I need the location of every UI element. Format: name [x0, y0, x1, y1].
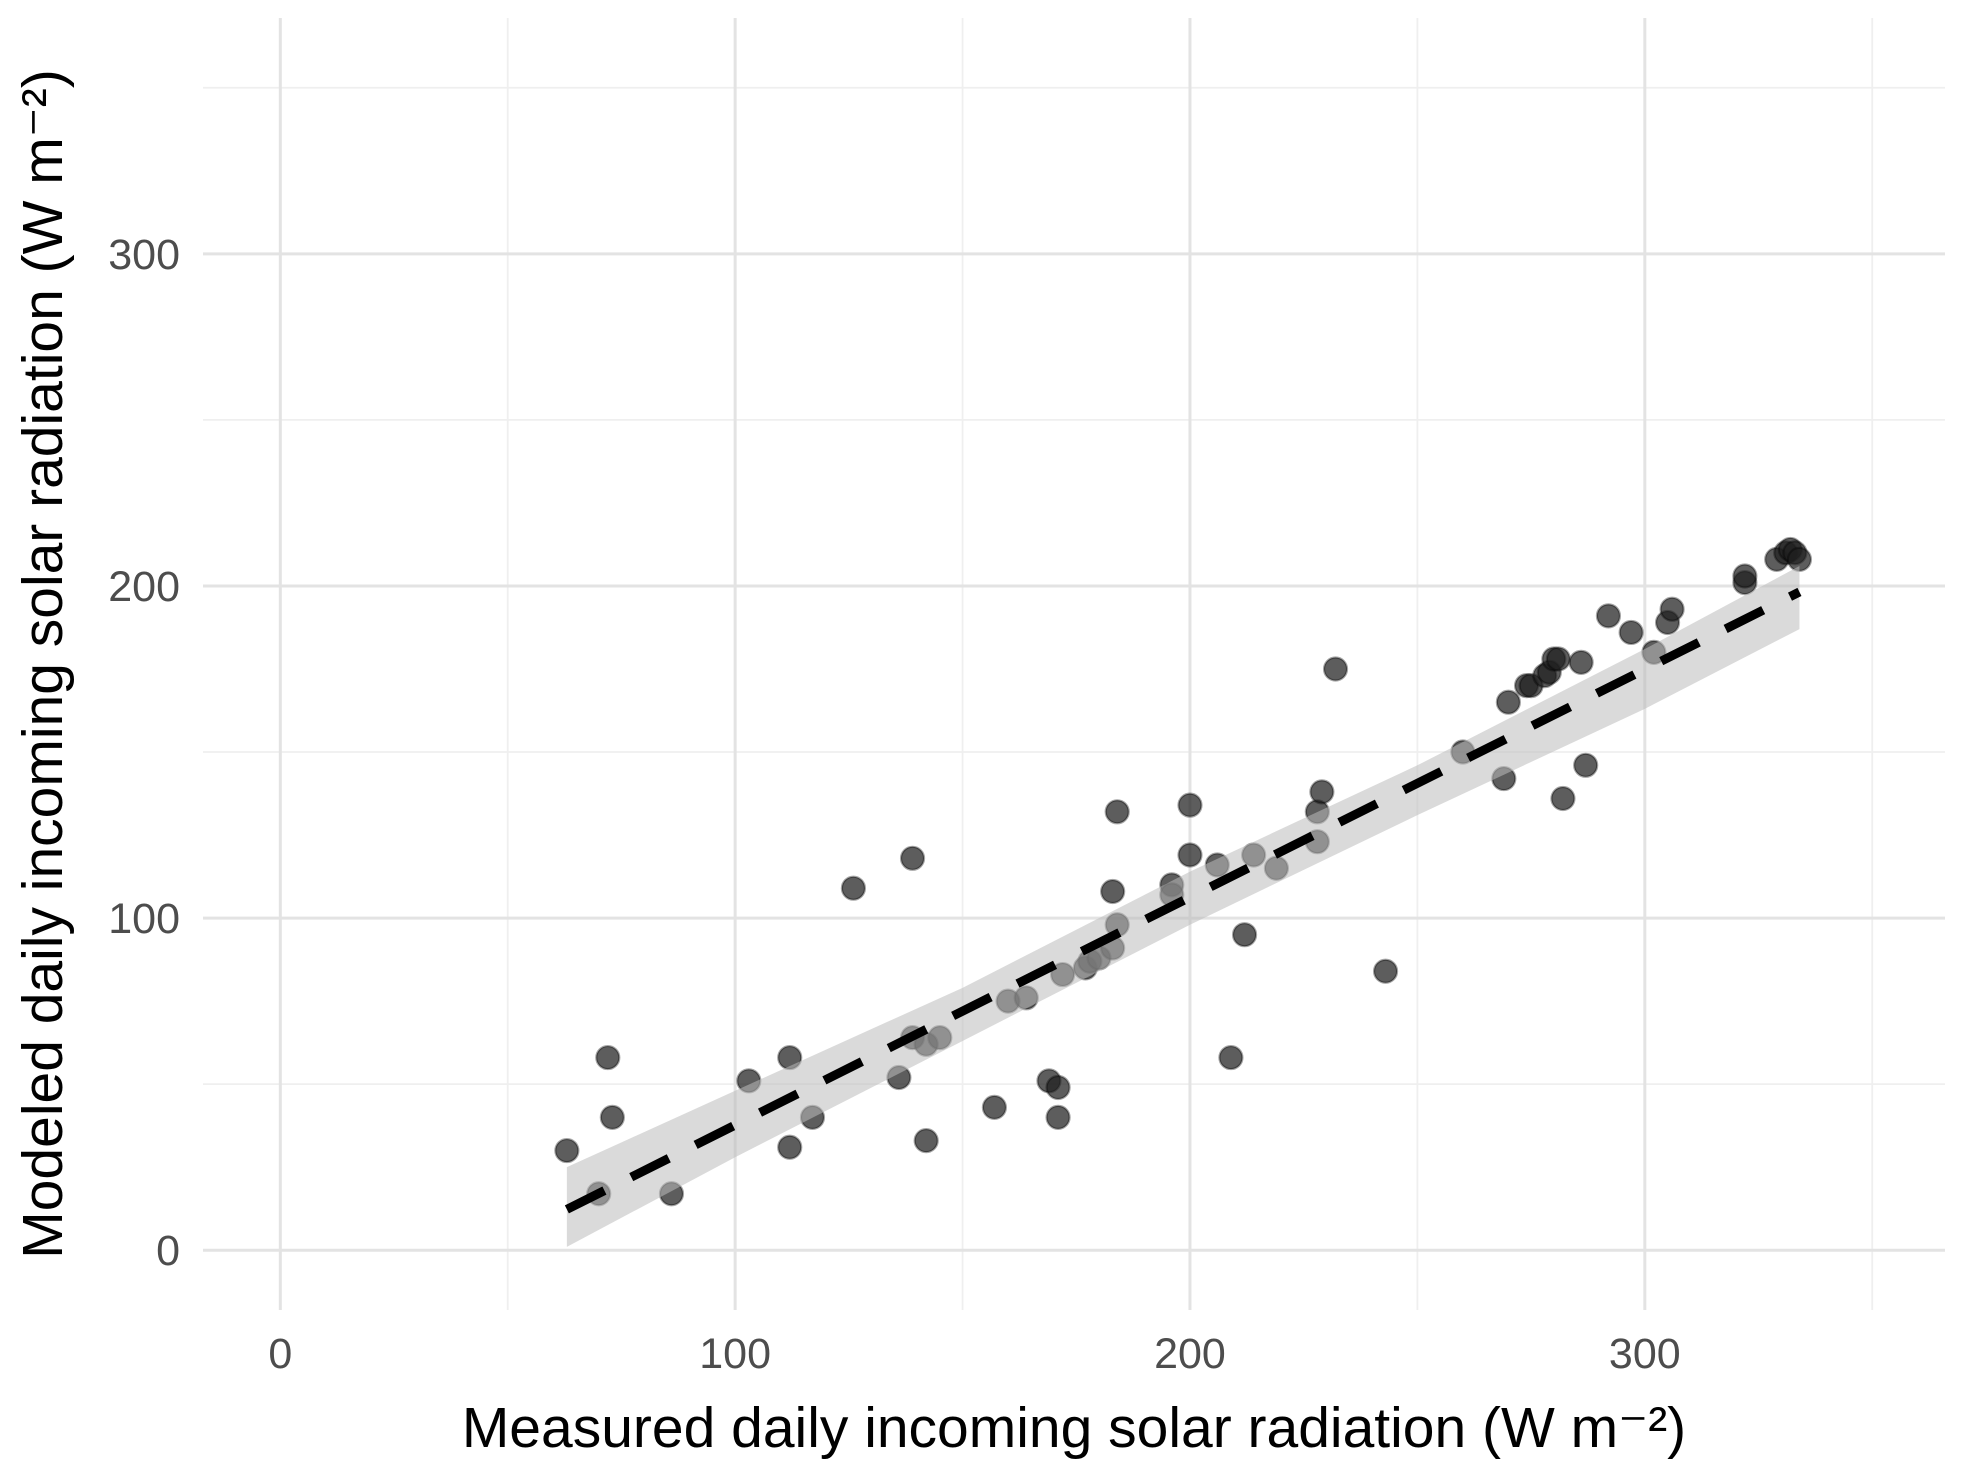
x-axis-tick-labels: 0 100 200 300	[268, 1330, 1680, 1378]
data-point	[595, 1044, 621, 1071]
data-point	[1550, 785, 1576, 812]
data-point	[1372, 958, 1399, 984]
regression-dashed-line	[564, 587, 1802, 1214]
data-point	[554, 1137, 580, 1164]
data-point	[981, 1094, 1008, 1120]
x-tick-label-300: 300	[1609, 1330, 1681, 1378]
data-point	[1218, 1044, 1244, 1071]
y-tick-label-200: 200	[108, 563, 180, 611]
y-tick-label-100: 100	[108, 895, 180, 943]
y-tick-label-0: 0	[156, 1227, 180, 1275]
minor-gridlines	[203, 18, 1945, 1310]
confidence-band	[566, 566, 1800, 1247]
data-point	[1495, 689, 1521, 715]
trend-line	[564, 587, 1802, 1214]
data-point	[1100, 878, 1126, 905]
data-point	[1659, 596, 1685, 622]
data-point	[1545, 646, 1571, 672]
x-tick-label-200: 200	[1154, 1330, 1226, 1378]
data-point	[899, 845, 926, 871]
data-point	[599, 1104, 625, 1130]
data-point	[1177, 792, 1203, 818]
y-axis-tick-labels: 0 100 200 300	[108, 231, 180, 1275]
x-tick-label-0: 0	[268, 1330, 292, 1378]
data-point	[1595, 603, 1622, 629]
data-point	[1104, 799, 1130, 825]
data-point	[1045, 1074, 1071, 1101]
data-point	[1231, 922, 1258, 948]
data-point	[1618, 619, 1644, 646]
y-axis-title: Modeled daily incoming solar radiation (…	[11, 69, 75, 1259]
data-point	[1177, 842, 1203, 868]
y-tick-label-300: 300	[108, 231, 180, 279]
data-point	[1045, 1104, 1071, 1130]
data-point	[1573, 752, 1599, 778]
data-point	[913, 1128, 939, 1154]
data-point	[777, 1134, 803, 1160]
data-point	[1322, 656, 1349, 682]
confidence-ribbon	[566, 566, 1800, 1247]
x-axis-title: Measured daily incoming solar radiation …	[462, 1396, 1686, 1460]
data-point	[1309, 779, 1335, 805]
data-point	[1568, 649, 1594, 675]
x-tick-label-100: 100	[699, 1330, 771, 1378]
data-point	[840, 875, 867, 901]
data-point	[1732, 563, 1758, 589]
